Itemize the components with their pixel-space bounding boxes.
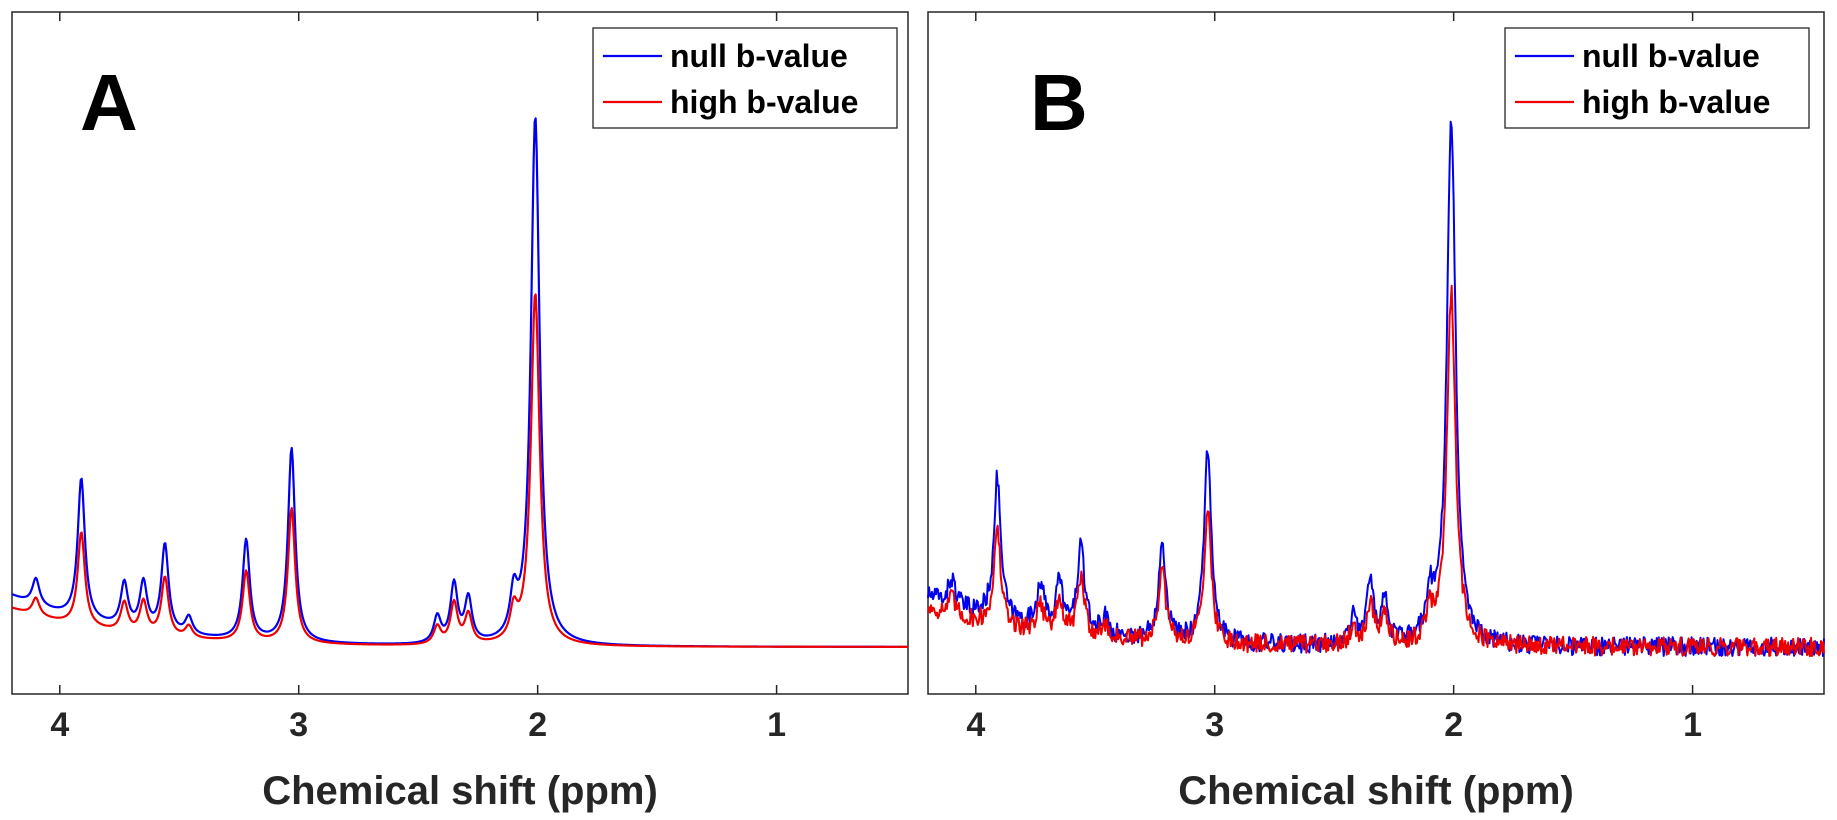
series-group-b xyxy=(927,120,1825,658)
x-tick-label: 4 xyxy=(50,706,69,744)
x-tick-label: 3 xyxy=(289,706,308,744)
panel-label-a: A xyxy=(80,58,138,147)
legend-label-high-b-value: high b-value xyxy=(670,84,858,120)
legend-box xyxy=(592,27,898,129)
legend-b: null b-value high b-value xyxy=(1504,27,1810,129)
x-tick-label: 2 xyxy=(1444,706,1463,744)
legend-box xyxy=(1504,27,1810,129)
x-tick-labels-a: 4 3 2 1 xyxy=(50,706,786,744)
panel-b: 4 3 2 1 B null b-value high b-value Chem… xyxy=(927,11,1825,813)
x-tick-label: 1 xyxy=(1683,706,1702,744)
series-group-a xyxy=(11,117,909,648)
x-axis-ticks-a xyxy=(59,12,778,694)
x-axis-label-b: Chemical shift (ppm) xyxy=(1178,769,1574,813)
legend-a: null b-value high b-value xyxy=(592,27,898,129)
x-tick-label: 2 xyxy=(528,706,547,744)
x-axis-ticks-b xyxy=(975,12,1694,694)
panel-label-b: B xyxy=(1030,58,1088,147)
legend-label-high-b-value: high b-value xyxy=(1582,84,1770,120)
x-tick-label: 3 xyxy=(1205,706,1224,744)
series-line-high-b-value xyxy=(927,284,1825,658)
series-line-high-b-value xyxy=(11,293,909,648)
x-tick-label: 1 xyxy=(767,706,786,744)
x-tick-label: 4 xyxy=(966,706,985,744)
x-tick-labels-b: 4 3 2 1 xyxy=(966,706,1702,744)
legend-label-null-b-value: null b-value xyxy=(1582,38,1760,74)
series-line-null-b-value xyxy=(927,120,1825,658)
legend-label-null-b-value: null b-value xyxy=(670,38,848,74)
panel-a: 4 3 2 1 A null b-value high b-value Chem… xyxy=(11,11,909,813)
x-axis-label-a: Chemical shift (ppm) xyxy=(262,769,658,813)
